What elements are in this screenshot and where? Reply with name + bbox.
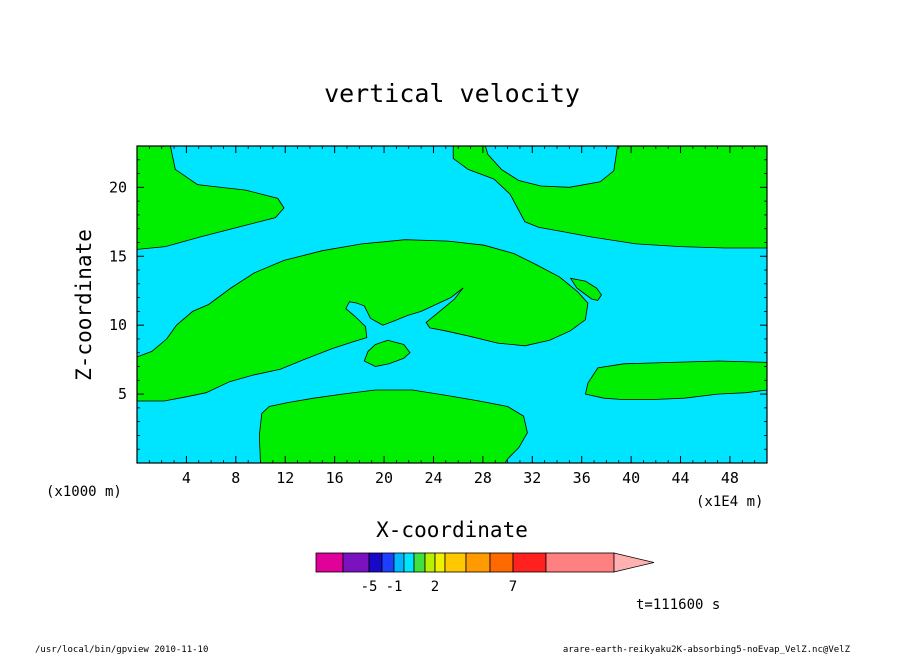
y-axis-label: Z-coordinate (72, 229, 96, 381)
y-tick-label-2: 15 (109, 247, 127, 265)
x-tick-label-5: 24 (424, 469, 442, 487)
plot-area (136, 145, 768, 464)
plot-frame (136, 145, 768, 464)
x-tick-label-1: 8 (231, 469, 240, 487)
colorbar-cell-13 (545, 552, 615, 573)
colorbar-cell-3 (381, 552, 395, 573)
contour-region-3 (363, 339, 411, 367)
x-axis-label: X-coordinate (376, 518, 528, 542)
colorbar-cell-4 (393, 552, 405, 573)
colorbar-label-2: 2 (431, 579, 439, 595)
x-tick-label-3: 16 (326, 469, 344, 487)
colorbar-cell-1 (342, 552, 370, 573)
x-unit-left: (x1000 m) (46, 484, 122, 500)
colorbar-cell-2 (368, 552, 383, 573)
chart-title: vertical velocity (324, 79, 580, 108)
colorbar-arrow (613, 552, 655, 573)
colorbar-cell-12 (512, 552, 547, 573)
contour-region-2 (137, 239, 589, 402)
colorbar-cell-11 (489, 552, 514, 573)
x-tick-label-2: 12 (276, 469, 294, 487)
x-tick-label-10: 44 (671, 469, 689, 487)
colorbar-cell-9 (444, 552, 467, 573)
time-label: t=111600 s (636, 597, 720, 613)
footer-right: arare-earth-reikyaku2K-absorbing5-noEvap… (563, 645, 851, 654)
colorbar-cell-7 (424, 552, 436, 573)
y-tick-label-3: 20 (109, 178, 127, 196)
colorbar-cell-10 (465, 552, 491, 573)
contour-region-1 (416, 146, 767, 249)
colorbar-label-0: -5 (361, 579, 378, 595)
contour-region-5 (584, 360, 767, 401)
x-unit-right: (x1E4 m) (696, 494, 763, 510)
colorbar-cell-5 (403, 552, 415, 573)
x-tick-label-0: 4 (182, 469, 191, 487)
colorbar-label-3: 7 (509, 579, 517, 595)
colorbar-cell-0 (315, 552, 344, 573)
footer-left: /usr/local/bin/gpview 2010-11-10 (35, 645, 208, 654)
contour-region-6 (258, 389, 528, 463)
colorbar-label-1: -1 (386, 579, 403, 595)
x-tick-label-8: 36 (573, 469, 591, 487)
colorbar: -5 -1 2 7 (315, 552, 655, 595)
contour-region-0 (137, 146, 285, 250)
y-tick-label-1: 10 (109, 316, 127, 334)
colorbar-cell-8 (434, 552, 446, 573)
x-tick-label-4: 20 (375, 469, 393, 487)
contour-region-4 (569, 277, 602, 301)
y-tick-label-0: 5 (118, 385, 127, 403)
contour-regions (137, 146, 767, 463)
colorbar-cell-6 (413, 552, 426, 573)
x-tick-label-11: 48 (721, 469, 739, 487)
x-tick-label-7: 32 (523, 469, 541, 487)
x-tick-label-6: 28 (474, 469, 492, 487)
x-tick-label-9: 40 (622, 469, 640, 487)
